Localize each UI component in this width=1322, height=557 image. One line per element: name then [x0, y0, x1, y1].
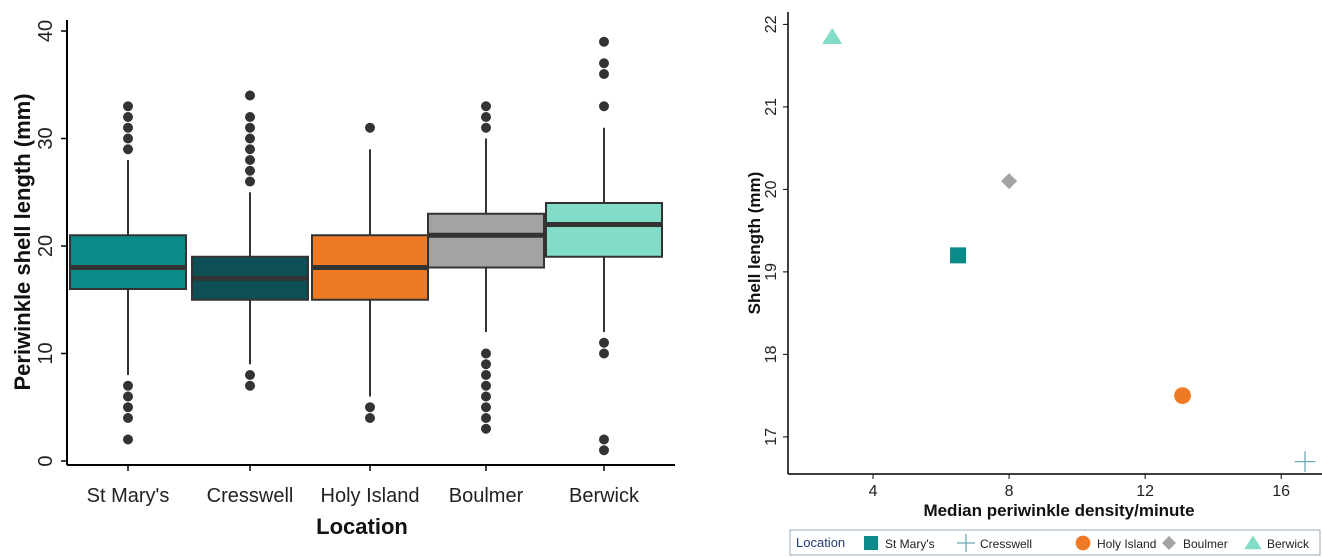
outlier-point — [123, 122, 133, 133]
outlier-point — [123, 413, 133, 423]
box-iqr — [545, 202, 663, 258]
boxplot-x-tick-label: Berwick — [569, 485, 640, 507]
outlier-point — [481, 359, 491, 370]
outlier-point — [123, 391, 133, 402]
boxplot-y-tick-label: 30 — [35, 127, 57, 149]
boxplot-y-tick-label: 20 — [35, 235, 57, 257]
outlier-point — [123, 133, 133, 144]
box-group — [311, 122, 429, 423]
boxplot-x-tick-label: St Mary's — [87, 485, 170, 507]
boxplot-y-tick-label: 0 — [35, 455, 57, 466]
scatter-y-tick-label: 18 — [763, 345, 780, 363]
scatter-point — [1294, 451, 1316, 473]
outlier-point — [245, 380, 255, 391]
outlier-point — [245, 90, 255, 101]
scatter-x-axis-title: Median periwinkle density/minute — [923, 501, 1194, 520]
legend-label: Holy Island — [1097, 537, 1156, 551]
outlier-point — [365, 413, 375, 423]
outlier-point — [481, 413, 491, 423]
outlier-point — [481, 423, 491, 434]
outlier-point — [245, 165, 255, 176]
scatter-x-tick-label: 4 — [869, 483, 878, 500]
box-group — [191, 90, 309, 391]
boxplot-y-axis-title: Periwinkle shell length (mm) — [10, 93, 35, 390]
scatter-x-tick-label: 12 — [1136, 483, 1154, 500]
outlier-point — [123, 101, 133, 112]
boxplot-x-axis-title: Location — [316, 514, 408, 539]
outlier-point — [481, 348, 491, 359]
boxplot-y-tick-label: 10 — [35, 342, 57, 364]
scatter-x-tick-label: 8 — [1005, 483, 1014, 500]
outlier-point — [123, 434, 133, 445]
scatter-y-tick-label: 19 — [763, 263, 780, 281]
outlier-point — [599, 101, 609, 112]
boxplot-x-tick-label: Boulmer — [449, 485, 524, 507]
outlier-point — [599, 69, 609, 79]
boxplot-x-tick-label: Holy Island — [321, 485, 420, 507]
box-group — [69, 101, 187, 445]
legend-marker — [956, 533, 976, 553]
box-iqr — [427, 212, 545, 269]
outlier-point — [245, 133, 255, 144]
scatter-y-tick-label: 21 — [763, 98, 780, 116]
scatter-point — [950, 247, 967, 264]
outlier-point — [481, 112, 491, 122]
outlier-point — [245, 144, 255, 155]
scatter-x-tick-label: 16 — [1272, 483, 1290, 500]
outlier-point — [599, 348, 609, 359]
outlier-point — [365, 402, 375, 413]
boxplot-y-tick-label: 40 — [35, 20, 57, 42]
scatter-y-axis-title: Shell length (mm) — [745, 172, 764, 315]
outlier-point — [481, 370, 491, 380]
scatter-y-tick-label: 20 — [763, 180, 780, 198]
legend-label: St Mary's — [885, 537, 935, 551]
scatter-y-tick-label: 17 — [763, 428, 780, 446]
outlier-point — [481, 391, 491, 402]
outlier-point — [481, 101, 491, 112]
scatter-point — [822, 27, 843, 44]
outlier-point — [481, 402, 491, 413]
legend-title: Location — [796, 535, 845, 550]
box-group — [427, 101, 545, 434]
box-group — [545, 36, 663, 456]
outlier-point — [599, 58, 609, 69]
legend-marker — [1075, 535, 1091, 551]
outlier-point — [245, 370, 255, 380]
legend-frame — [789, 529, 1321, 556]
outlier-point — [599, 337, 609, 348]
outlier-point — [245, 122, 255, 133]
outlier-point — [365, 122, 375, 133]
boxplot-panel: 0 10 20 30 40 St Mary's Cresswell Holy Island B… — [10, 20, 675, 539]
legend-label: Boulmer — [1183, 537, 1228, 551]
legend-label: Cresswell — [980, 537, 1032, 551]
box-iqr — [69, 234, 187, 290]
outlier-point — [123, 144, 133, 155]
outlier-point — [245, 112, 255, 122]
outlier-point — [123, 380, 133, 391]
legend-label: Berwick — [1267, 537, 1310, 551]
legend-marker — [1244, 535, 1262, 550]
outlier-point — [481, 122, 491, 133]
scatter-y-tick-label: 22 — [763, 15, 780, 33]
outlier-point — [599, 36, 609, 47]
boxplot-x-tick-label: Cresswell — [207, 485, 294, 507]
outlier-point — [481, 380, 491, 391]
scatter-point — [1174, 387, 1191, 405]
outlier-point — [245, 155, 255, 165]
scatter-legend: Location St Mary's Cresswell Holy Island Bo… — [789, 529, 1321, 556]
outlier-point — [599, 434, 609, 445]
outlier-point — [245, 176, 255, 187]
outlier-point — [599, 445, 609, 456]
scatter-point — [1001, 173, 1018, 190]
legend-marker — [864, 536, 878, 550]
scatter-panel: 17 18 19 20 21 22 4 8 12 16 Shell length (mm) Me… — [745, 12, 1322, 556]
legend-marker — [1162, 536, 1176, 550]
outlier-point — [123, 402, 133, 413]
outlier-point — [123, 112, 133, 122]
